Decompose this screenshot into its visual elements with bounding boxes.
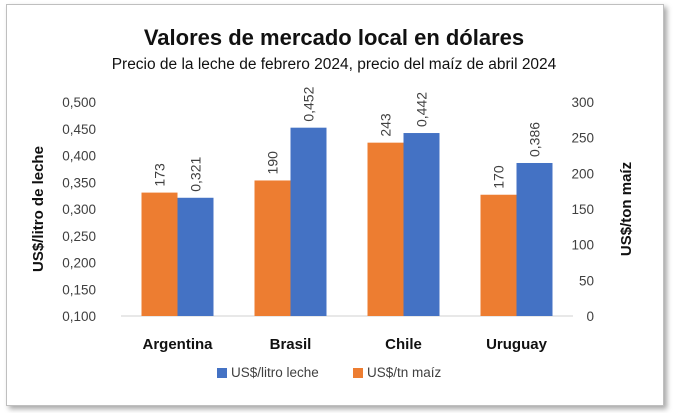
- legend-swatch: [353, 368, 363, 378]
- right-axis-ticks: 0 50 100 150 200 250 300: [571, 95, 594, 324]
- right-axis-title: US$/ton maíz: [618, 162, 635, 256]
- data-label-milk: 0,452: [301, 86, 317, 121]
- bar-corn-uruguay: [480, 194, 517, 316]
- category-label: Uruguay: [486, 336, 548, 353]
- bar-chart: Valores de mercado local en dólares Prec…: [30, 25, 635, 380]
- bar-milk-uruguay: [516, 162, 553, 316]
- right-tick-label: 250: [571, 131, 594, 146]
- legend-label: US$/tn maíz: [367, 365, 442, 380]
- left-tick-label: 0,250: [62, 229, 96, 244]
- data-label-corn: 190: [265, 151, 281, 175]
- left-tick-label: 0,150: [62, 282, 96, 297]
- bar-corn-argentina: [141, 192, 178, 316]
- left-tick-label: 0,200: [62, 256, 96, 271]
- data-label-milk: 0,321: [188, 157, 204, 192]
- right-tick-label: 50: [579, 273, 594, 288]
- category-label: Argentina: [142, 336, 213, 353]
- category-label: Chile: [385, 336, 422, 353]
- left-axis-title: US$/litro de leche: [30, 146, 47, 272]
- bar-corn-chile: [367, 142, 404, 316]
- left-tick-label: 0,300: [62, 202, 96, 217]
- data-label-milk: 0,442: [414, 92, 430, 127]
- category-label: Brasil: [270, 336, 312, 353]
- bar-milk-brasil: [290, 127, 327, 317]
- data-label-corn: 243: [378, 113, 394, 137]
- chart-subtitle: Precio de la leche de febrero 2024, prec…: [112, 56, 557, 73]
- legend: US$/litro leche US$/tn maíz: [217, 365, 442, 380]
- left-tick-label: 0,100: [62, 309, 96, 324]
- bars: [141, 127, 553, 317]
- data-label-corn: 170: [491, 165, 507, 189]
- legend-swatch: [217, 368, 227, 378]
- left-tick-label: 0,400: [62, 149, 96, 164]
- right-tick-label: 300: [571, 95, 594, 110]
- chart-frame: Valores de mercado local en dólares Prec…: [6, 4, 664, 406]
- legend-label: US$/litro leche: [231, 365, 319, 380]
- left-tick-label: 0,500: [62, 95, 96, 110]
- data-label-milk: 0,386: [527, 122, 543, 157]
- bar-milk-argentina: [177, 197, 214, 316]
- right-tick-label: 100: [571, 238, 594, 253]
- data-label-corn: 173: [152, 163, 168, 187]
- left-tick-label: 0,350: [62, 175, 96, 190]
- bar-milk-chile: [403, 133, 440, 316]
- category-labels: Argentina Brasil Chile Uruguay: [142, 336, 547, 353]
- left-tick-label: 0,450: [62, 122, 96, 137]
- right-tick-label: 200: [571, 166, 594, 181]
- data-labels: 173 0,321 190 0,452 243 0,442 170 0,386: [152, 86, 543, 191]
- left-axis-ticks: 0,100 0,150 0,200 0,250 0,300 0,350 0,400 0,450…: [62, 95, 96, 324]
- bar-corn-brasil: [254, 180, 291, 316]
- right-tick-label: 0: [586, 309, 594, 324]
- right-tick-label: 150: [571, 202, 594, 217]
- chart-title: Valores de mercado local en dólares: [144, 25, 524, 50]
